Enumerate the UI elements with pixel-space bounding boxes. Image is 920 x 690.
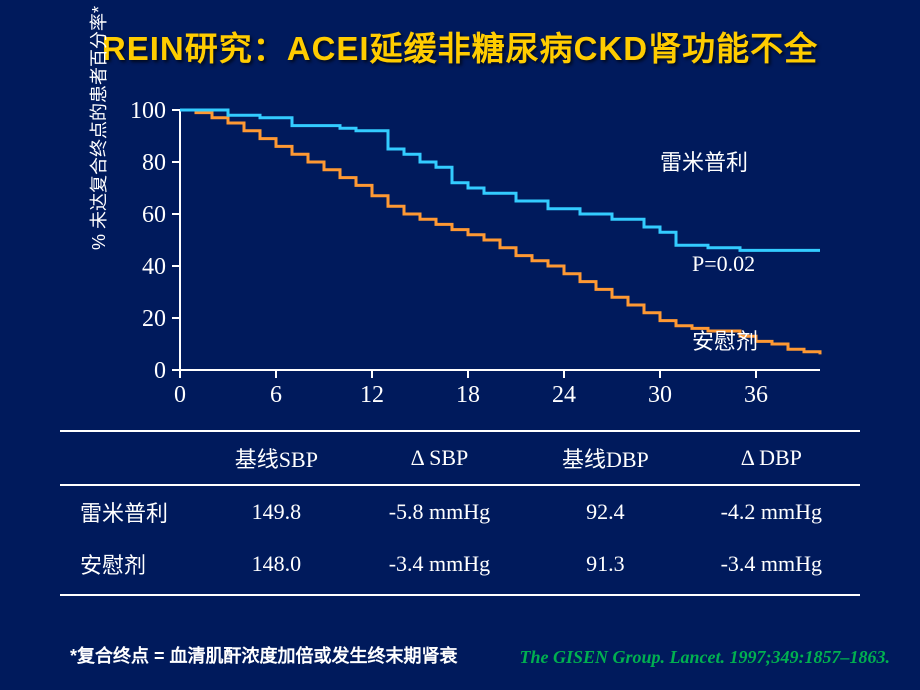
table-cell: 148.0 bbox=[202, 538, 351, 595]
citation: The GISEN Group. Lancet. 1997;349:1857–1… bbox=[519, 647, 890, 668]
col-header: Δ DBP bbox=[683, 431, 860, 485]
km-chart: % 未达复合终点的患者百分率* 020406080100061218243036… bbox=[120, 100, 840, 400]
table-row: 安慰剂148.0-3.4 mmHg91.3-3.4 mmHg bbox=[60, 538, 860, 595]
col-header: Δ SBP bbox=[351, 431, 528, 485]
bp-table: 基线SBPΔ SBP基线DBPΔ DBP 雷米普利149.8-5.8 mmHg9… bbox=[60, 430, 860, 596]
slide-root: REIN研究：ACEI延缓非糖尿病CKD肾功能不全 % 未达复合终点的患者百分率… bbox=[0, 0, 920, 690]
svg-text:36: 36 bbox=[744, 382, 768, 408]
chart-svg: 0 20 40 60 80 100 0 6 12 18 24 30 36 雷米普利安慰剂 P=0.02 bbox=[120, 100, 840, 430]
col-header: 基线DBP bbox=[528, 431, 682, 485]
table-cell: -5.8 mmHg bbox=[351, 485, 528, 538]
svg-text:60: 60 bbox=[142, 202, 166, 228]
svg-text:30: 30 bbox=[648, 382, 672, 408]
svg-text:18: 18 bbox=[456, 382, 480, 408]
col-header: 基线SBP bbox=[202, 431, 351, 485]
slide-title: REIN研究：ACEI延缓非糖尿病CKD肾功能不全 bbox=[0, 0, 920, 70]
table-cell: 安慰剂 bbox=[60, 538, 202, 595]
table-cell: 雷米普利 bbox=[60, 485, 202, 538]
svg-text:12: 12 bbox=[360, 382, 384, 408]
table-cell: 92.4 bbox=[528, 485, 682, 538]
series-ramipril bbox=[180, 110, 820, 250]
series-placebo bbox=[180, 110, 820, 354]
y-axis-label: % 未达复合终点的患者百分率* bbox=[85, 6, 111, 250]
table-cell: -4.2 mmHg bbox=[683, 485, 860, 538]
svg-text:0: 0 bbox=[174, 382, 186, 408]
svg-text:0: 0 bbox=[154, 358, 166, 384]
table-cell: -3.4 mmHg bbox=[683, 538, 860, 595]
footnote: *复合终点 = 血清肌酐浓度加倍或发生终末期肾衰 bbox=[70, 642, 458, 668]
table-row: 雷米普利149.8-5.8 mmHg92.4-4.2 mmHg bbox=[60, 485, 860, 538]
label-ramipril: 雷米普利 bbox=[660, 150, 748, 175]
svg-text:20: 20 bbox=[142, 306, 166, 332]
label-placebo: 安慰剂 bbox=[692, 329, 758, 354]
svg-text:80: 80 bbox=[142, 150, 166, 176]
col-header bbox=[60, 431, 202, 485]
svg-text:40: 40 bbox=[142, 254, 166, 280]
svg-text:100: 100 bbox=[130, 100, 166, 124]
p-value: P=0.02 bbox=[692, 251, 755, 276]
table-cell: -3.4 mmHg bbox=[351, 538, 528, 595]
svg-text:6: 6 bbox=[270, 382, 282, 408]
table-cell: 149.8 bbox=[202, 485, 351, 538]
svg-text:24: 24 bbox=[552, 382, 576, 408]
table-cell: 91.3 bbox=[528, 538, 682, 595]
